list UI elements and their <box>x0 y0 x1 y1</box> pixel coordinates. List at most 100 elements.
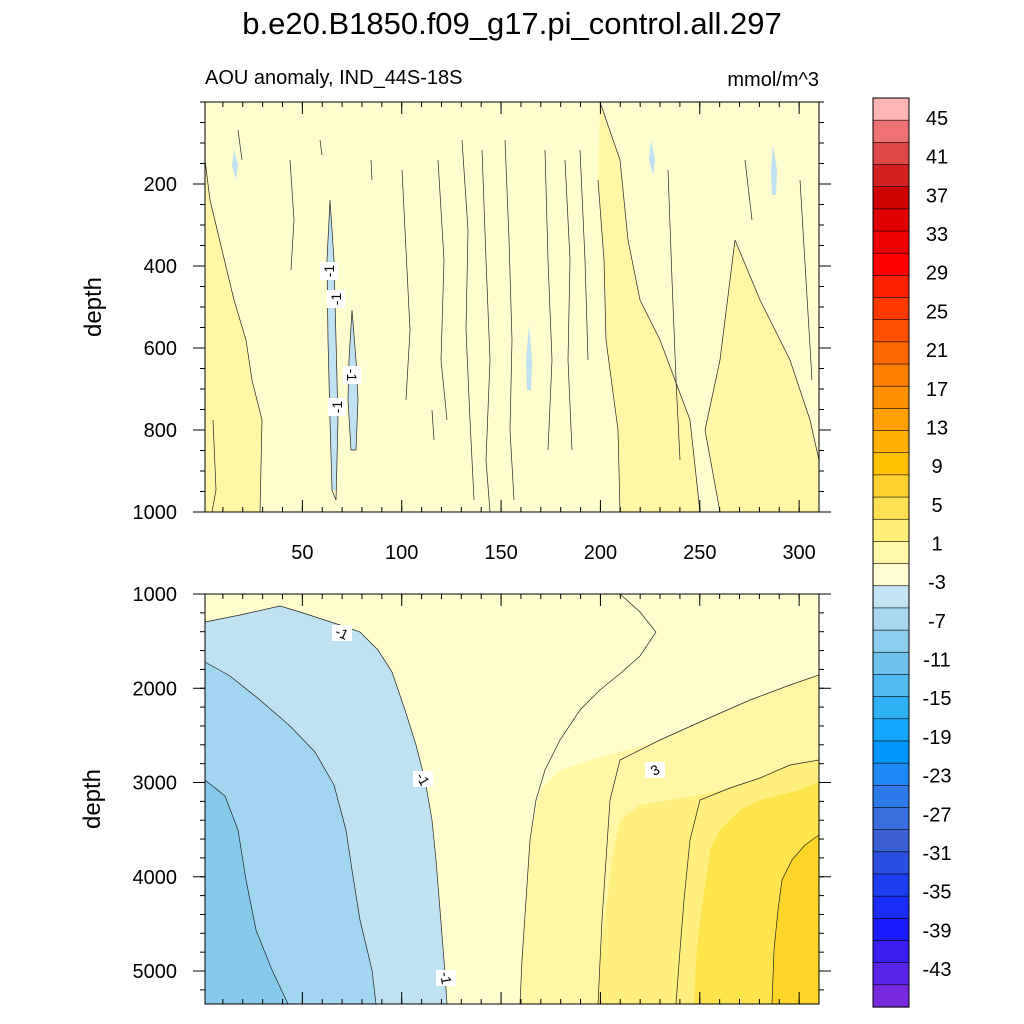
colorbar-label: 5 <box>931 495 942 517</box>
upper-fill-strip-neg1f <box>649 140 655 175</box>
colorbar-swatch <box>872 474 910 498</box>
y-tick-label: 5000 <box>133 961 178 983</box>
colorbar-swatch <box>872 851 910 875</box>
lower-contour-lines <box>205 594 819 1004</box>
colorbar-swatch <box>872 651 910 676</box>
lower-panel <box>205 594 819 1004</box>
units-label: mmol/m^3 <box>727 69 819 91</box>
contour-label: -1 <box>344 369 360 382</box>
colorbar-label: -27 <box>923 804 952 826</box>
upper-y-ticks: 200 400 600 800 1000 <box>133 101 831 524</box>
colorbar-label: 41 <box>926 147 948 169</box>
colorbar-swatch <box>872 341 910 365</box>
colorbar-swatch <box>872 718 910 742</box>
contour-label: -1 <box>437 970 455 985</box>
y-tick-label: 800 <box>144 420 177 442</box>
colorbar-swatch <box>872 541 910 565</box>
colorbar-label: -35 <box>923 882 952 904</box>
colorbar-label: -11 <box>923 650 950 672</box>
colorbar-label: 9 <box>931 456 942 478</box>
y-tick-label: 200 <box>144 174 177 196</box>
colorbar-swatch <box>872 452 910 476</box>
colorbar-swatch <box>872 186 910 210</box>
x-axis-ticks: 50 100 150 200 250 300 <box>222 102 820 1004</box>
colorbar-swatch <box>872 740 910 764</box>
colorbar-swatch <box>872 918 910 942</box>
colorbar-swatch <box>872 430 910 454</box>
upper-fill-left-3 <box>205 160 262 512</box>
colorbar-swatch <box>872 807 910 831</box>
colorbar-label: -3 <box>928 572 946 594</box>
colorbar-swatch <box>872 940 910 964</box>
colorbar-swatch <box>872 629 910 653</box>
colorbar-swatch <box>872 385 910 409</box>
upper-fill-strip-neg1e <box>232 150 238 180</box>
colorbar-swatch <box>872 829 910 853</box>
colorbar-swatch <box>872 674 910 698</box>
colorbar-label: -7 <box>928 611 946 633</box>
lower-plot-frame <box>204 593 820 1005</box>
y-tick-label: 2000 <box>133 678 178 700</box>
y-tick-label: 4000 <box>133 867 178 889</box>
colorbar-swatch <box>872 784 910 809</box>
colorbar-label: -43 <box>923 959 952 981</box>
colorbar-swatch <box>872 319 910 343</box>
colorbar-swatch <box>872 275 910 299</box>
lower-y-ticks: 1000 2000 3000 4000 5000 <box>133 584 831 991</box>
colorbar-swatch <box>872 496 910 520</box>
x-tick-label: 100 <box>385 542 418 564</box>
colorbar-label: 37 <box>926 185 948 207</box>
colorbar-swatch <box>872 142 910 166</box>
colorbar-label: -19 <box>923 727 952 749</box>
y-tick-label: 3000 <box>133 773 178 795</box>
colorbar-swatch <box>872 962 910 986</box>
x-tick-label: 300 <box>782 542 815 564</box>
colorbar-label: 25 <box>926 301 948 323</box>
x-tick-label: 50 <box>291 542 313 564</box>
colorbar-swatch <box>872 585 910 609</box>
colorbar-swatch <box>872 696 910 720</box>
upper-fill-strip-neg1d <box>526 325 532 390</box>
y-tick-label: 400 <box>144 256 177 278</box>
colorbar-swatch <box>872 97 910 121</box>
colorbar-label: 13 <box>926 417 948 439</box>
colorbar-swatch <box>872 164 910 188</box>
contour-label: -1 <box>321 265 337 278</box>
colorbar-swatch <box>872 208 910 232</box>
colorbar-label: 29 <box>926 263 948 285</box>
colorbar-label: -15 <box>923 688 952 710</box>
colorbar-label: 33 <box>926 224 948 246</box>
colorbar-swatch <box>872 762 910 786</box>
chart-title: b.e20.B1850.f09_g17.pi_control.all.297 <box>242 6 782 41</box>
y-tick-label: 1000 <box>133 584 178 606</box>
lower-contour-labels: -1 -1 -1 3 <box>332 623 665 986</box>
colorbar-label: 45 <box>926 108 948 130</box>
upper-contour-lines <box>205 102 819 512</box>
colorbar-swatch <box>872 408 910 432</box>
colorbar-swatch <box>872 252 910 276</box>
upper-y-axis-label: depth <box>80 277 107 337</box>
colorbar-label: 17 <box>926 379 948 401</box>
colorbar-swatch <box>872 119 910 143</box>
upper-contour-labels: -1 -1 -1 -1 <box>320 262 361 416</box>
lower-fill-neg7 <box>205 780 288 1004</box>
colorbar-label: -31 <box>923 843 952 865</box>
x-tick-label: 250 <box>683 542 716 564</box>
colorbar: 45 41 37 33 29 25 21 17 13 9 5 1 -3 -7 -11 -15 -19 -23 -27… <box>872 97 952 1008</box>
colorbar-swatch <box>872 895 910 919</box>
colorbar-label: 21 <box>926 340 948 362</box>
colorbar-swatch <box>872 297 910 321</box>
lower-y-axis-label: depth <box>79 769 106 829</box>
upper-fill-right-3 <box>705 240 819 512</box>
colorbar-label: -23 <box>923 766 952 788</box>
colorbar-swatch <box>872 873 910 897</box>
upper-panel <box>205 102 819 512</box>
colorbar-frame <box>872 97 910 1008</box>
x-tick-label: 150 <box>484 542 517 564</box>
colorbar-label: -39 <box>923 920 952 942</box>
upper-fill-mid-3 <box>598 102 700 512</box>
colorbar-label: 1 <box>931 534 942 556</box>
colorbar-swatch <box>872 518 910 543</box>
x-tick-label: 200 <box>584 542 617 564</box>
